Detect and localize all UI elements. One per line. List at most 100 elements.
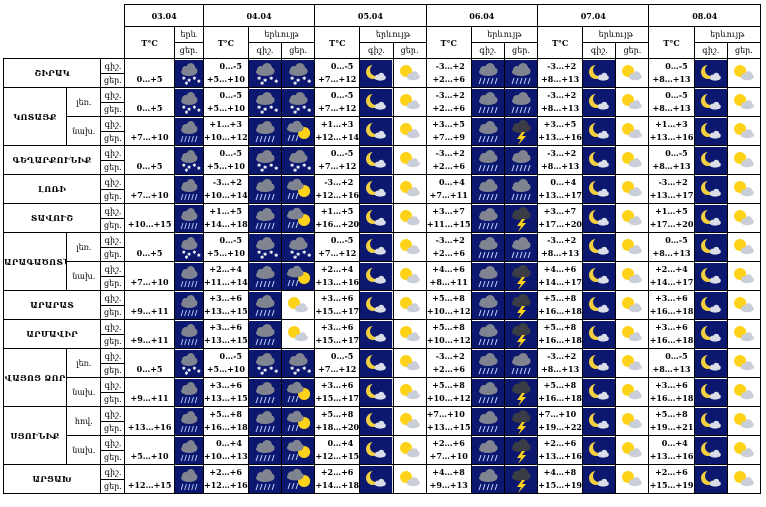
svg-text:✱: ✱	[197, 252, 201, 258]
day-temp: +15…+19	[538, 480, 582, 490]
night-label: գիշ.	[104, 438, 122, 448]
sun-cloud-icon	[394, 320, 426, 348]
night-temp: +3…+6	[320, 380, 354, 390]
day-label: ցեր.	[101, 304, 124, 319]
temp-cell: 0…-5 +7…+12	[314, 348, 361, 378]
night-label: գիշ.	[104, 148, 122, 158]
day-temp: +14…+17	[649, 277, 694, 287]
temp-cell: +3…+5 +13…+16	[537, 116, 584, 146]
weather-cell: ✱ ✱ ✱ ✱ ✱	[281, 58, 316, 88]
svg-text:✱: ✱	[263, 165, 268, 171]
weather-cell	[582, 87, 617, 117]
weather-cell	[470, 87, 505, 117]
svg-text:✱: ✱	[307, 108, 312, 114]
night-temp	[126, 437, 173, 450]
cloud-storm-icon	[505, 204, 537, 232]
svg-text:✱: ✱	[197, 165, 201, 171]
svg-text:✱: ✱	[260, 81, 265, 87]
weather-cell	[693, 319, 728, 349]
night-label: գիշ.	[104, 264, 122, 274]
svg-text:✱: ✱	[197, 78, 201, 84]
temp-cell: 0…-5 +7…+12	[314, 145, 361, 175]
day-temp: +7…+12	[318, 364, 357, 374]
temp-cell: -3…+2 +2…+6	[425, 232, 472, 262]
weather-cell	[615, 174, 650, 204]
period-labels: գիշ. ցեր.	[100, 290, 126, 320]
weather-cell	[173, 203, 204, 233]
svg-text:✱: ✱	[296, 107, 301, 113]
day-label: ցեր.	[101, 333, 124, 348]
day-temp: +19…+21	[649, 422, 694, 432]
svg-text:✱: ✱	[260, 371, 265, 377]
weather-cell	[726, 58, 762, 88]
temp-cell: 0…-5 +5…+10	[202, 348, 249, 378]
weather-cell	[726, 406, 762, 436]
moon-cloud-icon	[695, 407, 727, 435]
night-temp: 0…+4	[438, 177, 465, 187]
cloud-rain-icon	[175, 436, 203, 464]
night-label: գիշ.	[104, 177, 122, 187]
moon-cloud-icon	[695, 262, 727, 290]
weather-cell	[281, 406, 316, 436]
svg-text:✱: ✱	[290, 163, 295, 169]
sun-rain-icon	[282, 378, 314, 406]
night-temp: +2…+4	[655, 264, 688, 274]
day-temp: +5…+10	[206, 364, 245, 374]
night-temp: -3…+2	[435, 148, 465, 158]
cloud-snow-icon: ✱ ✱ ✱ ✱ ✱	[249, 59, 281, 87]
day-temp: +10…+14	[204, 190, 248, 200]
moon-cloud-icon	[360, 59, 392, 87]
cloud-storm-icon	[505, 378, 537, 406]
cloud-storm-icon	[505, 465, 537, 493]
cloud-storm-icon	[505, 262, 537, 290]
weather-cell	[726, 290, 762, 320]
header-period-row: ցեր. գիշ. ցեր. գիշ. ցեր. գիշ. ցեր. գիշ. ցեր. գիշ.…	[4, 42, 762, 59]
sun-cloud-icon	[728, 320, 760, 348]
weather-cell	[281, 116, 316, 146]
header-labels-row: T°C երև T°C երևույթ T°C երևույթ T°C երևույթ T°C ե…	[4, 26, 762, 59]
cloud-snow-icon: ✱ ✱ ✱ ✱ ✱	[249, 146, 281, 174]
weather-cell	[359, 348, 394, 378]
night-temp: +3…+5	[543, 119, 577, 129]
cloud-rain-icon	[175, 204, 203, 232]
night-temp: +5…+8	[432, 322, 465, 332]
svg-text:✱: ✱	[302, 163, 307, 169]
temp-cell: +1…+5 +14…+18	[202, 203, 249, 233]
weather-cell	[503, 435, 539, 465]
svg-text:✱: ✱	[182, 104, 186, 110]
sun-cloud-icon	[394, 204, 426, 232]
night-temp: 0…-5	[330, 90, 354, 100]
day-temp: +15…+17	[315, 393, 360, 403]
weather-cell	[615, 58, 650, 88]
svg-text:✱: ✱	[184, 167, 188, 173]
temp-cell: +3…+6 +15…+17	[314, 319, 361, 349]
moon-cloud-icon	[583, 320, 615, 348]
moon-cloud-icon	[583, 465, 615, 493]
weather-cell	[470, 290, 505, 320]
weather-cell	[615, 377, 650, 407]
svg-text:✱: ✱	[184, 254, 188, 260]
weather-cell	[615, 145, 650, 175]
night-temp: 0…-5	[665, 90, 688, 100]
night-temp: +3…+6	[209, 322, 242, 332]
table-row: ՇԻՐԱԿ գիշ. ցեր. 0…+5 ✱ ✱ ✱ ✱ ✱ 0…-5 +5…+10 ✱ ✱ ✱ ✱ ✱ ✱ ✱ ✱…	[2, 58, 762, 88]
weather-cell	[392, 203, 427, 233]
weather-cell	[470, 116, 505, 146]
svg-text:✱: ✱	[257, 250, 262, 256]
weather-cell	[726, 174, 762, 204]
temp-cell: +2…+4 +14…+17	[648, 261, 695, 291]
night-temp	[126, 60, 173, 73]
night-temp: -3…+2	[435, 90, 465, 100]
weather-cell	[582, 464, 617, 494]
weather-cell	[392, 232, 427, 262]
cloud-rain-icon	[472, 59, 504, 87]
night-temp	[126, 118, 173, 131]
svg-text:✱: ✱	[307, 79, 312, 85]
weather-cell	[582, 348, 617, 378]
cloud-snow-icon: ✱ ✱ ✱ ✱ ✱	[282, 349, 314, 377]
night-temp: -3…+2	[435, 235, 465, 245]
night-temp: +3…+6	[320, 322, 354, 332]
temp-cell: -3…+2 +2…+6	[425, 58, 472, 88]
sun-cloud-icon	[394, 146, 426, 174]
moon-cloud-icon	[360, 146, 392, 174]
